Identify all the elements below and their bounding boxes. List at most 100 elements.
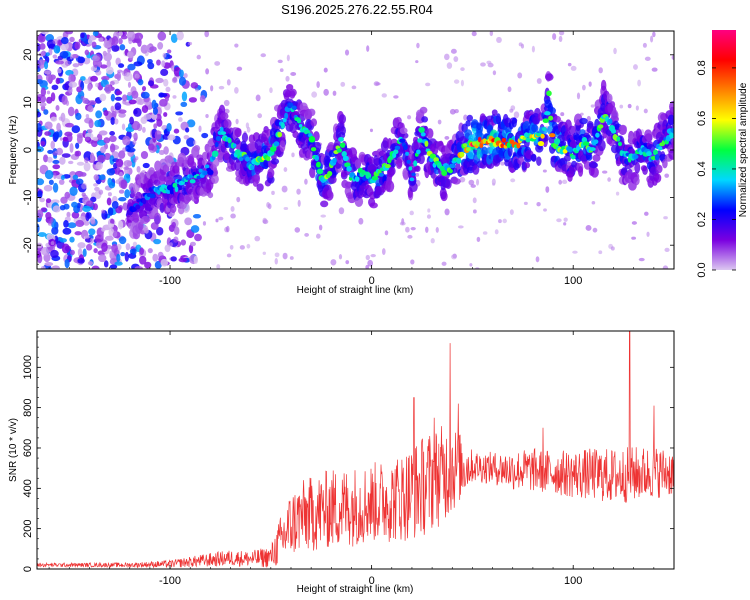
spectrogram-cell bbox=[184, 217, 193, 226]
spectrogram-cell bbox=[655, 164, 663, 174]
spectrogram-cell bbox=[67, 222, 77, 229]
spectrogram-cell bbox=[425, 82, 431, 87]
spectrogram-cell bbox=[260, 53, 267, 58]
spectrogram-cell bbox=[664, 247, 670, 253]
spectrogram-cell bbox=[340, 81, 346, 87]
spectrogram-cell bbox=[444, 53, 450, 61]
spectrogram-cell bbox=[556, 218, 562, 223]
spectrogram-cell bbox=[482, 231, 488, 235]
spectrogram-cell bbox=[69, 143, 74, 153]
spectrogram-cell bbox=[56, 122, 61, 132]
spectrogram-cell bbox=[220, 131, 227, 136]
spectrogram-cell bbox=[592, 154, 601, 162]
spectrogram-cell bbox=[460, 79, 464, 87]
spectrogram-cell bbox=[132, 241, 138, 248]
spectrogram-cell bbox=[492, 182, 496, 186]
spectrogram-cell bbox=[215, 218, 219, 223]
spectrogram-cell bbox=[220, 112, 229, 120]
spectrogram-cell bbox=[380, 140, 389, 152]
spectrogram-cell bbox=[262, 219, 269, 225]
spectrogram-cell bbox=[171, 221, 176, 228]
spectrogram-cell bbox=[330, 259, 337, 266]
spectrogram-cell bbox=[323, 88, 329, 96]
spectrogram-cell bbox=[586, 121, 594, 129]
spectrogram-cell bbox=[53, 131, 60, 140]
spectrogram-cell bbox=[631, 236, 637, 240]
spectrogram-cell bbox=[223, 119, 232, 129]
spectrogram-cell bbox=[163, 112, 168, 117]
spectrogram-cell bbox=[414, 165, 421, 172]
spectrogram-cells bbox=[37, 31, 674, 269]
spectrogram-cell bbox=[156, 189, 161, 195]
spectrogram-cell bbox=[137, 78, 144, 86]
spectrogram-cell bbox=[95, 110, 103, 119]
spectrogram-cell bbox=[115, 57, 121, 66]
spectrogram-cell bbox=[280, 122, 285, 129]
spectrogram-cell bbox=[85, 243, 93, 251]
spectrogram-cell bbox=[44, 131, 52, 136]
spectrogram-cell bbox=[282, 252, 288, 260]
spectrogram-cell bbox=[118, 197, 127, 202]
spectrogram-cell bbox=[651, 67, 658, 72]
x-tick-label: 0 bbox=[369, 275, 375, 287]
spectrogram-cell bbox=[427, 208, 431, 213]
spectrogram-cell bbox=[523, 201, 528, 205]
spectrogram-cell bbox=[254, 172, 261, 185]
spectrogram-cell bbox=[155, 77, 164, 84]
spectrogram-cell bbox=[589, 162, 599, 169]
spectrogram-cell bbox=[297, 199, 301, 207]
spectrogram-cell bbox=[456, 158, 462, 164]
spectrogram-cell bbox=[71, 211, 80, 219]
spectrogram-cell bbox=[115, 158, 124, 168]
spectrogram-cell bbox=[104, 84, 112, 94]
spectrogram-cell bbox=[101, 75, 110, 81]
spectrogram-cell bbox=[281, 185, 288, 193]
spectrogram-cell bbox=[109, 250, 114, 259]
snr-frame bbox=[36, 330, 675, 570]
spectrogram-cell bbox=[90, 139, 98, 148]
spectrogram-cell bbox=[40, 246, 50, 256]
spectrogram-cell bbox=[561, 145, 567, 150]
spectrogram-cell bbox=[186, 137, 196, 147]
spectrogram-cell bbox=[90, 196, 97, 203]
spectrogram-cell bbox=[72, 174, 79, 180]
spectrogram-cell bbox=[277, 131, 283, 138]
spectrogram-cell bbox=[40, 105, 46, 112]
spectrogram-cell bbox=[122, 147, 127, 153]
spectrogram-cell bbox=[143, 113, 152, 120]
spectrogram-cell bbox=[316, 161, 321, 168]
spectrogram-cell bbox=[173, 226, 180, 236]
colorbar-tick-label: 0.2 bbox=[696, 212, 708, 227]
spectrogram-cell bbox=[77, 257, 85, 264]
spectrogram-cell bbox=[652, 31, 656, 38]
spectrogram-cell bbox=[85, 200, 94, 208]
y-tick-label: 600 bbox=[22, 439, 34, 457]
spectrogram-cell bbox=[119, 44, 126, 51]
spectrogram-cell bbox=[65, 100, 70, 107]
spectrogram-cell bbox=[658, 146, 663, 151]
spectrogram-cell bbox=[444, 135, 450, 140]
colorbar-tick-label: 0.4 bbox=[696, 161, 708, 176]
spectrogram-cell bbox=[53, 172, 57, 180]
spectrogram-cell bbox=[610, 109, 619, 122]
spectrogram-cell bbox=[338, 131, 346, 139]
spectrogram-cell bbox=[147, 62, 155, 70]
spectrogram-cell bbox=[114, 102, 122, 111]
spectrogram-cell bbox=[156, 59, 161, 66]
spectrogram-cell bbox=[270, 158, 280, 165]
spectrogram-cell bbox=[425, 226, 429, 233]
spectrogram-cell bbox=[63, 220, 69, 228]
spectrogram-cell bbox=[408, 166, 413, 171]
spectrogram-cell bbox=[83, 78, 90, 85]
spectrogram-cell bbox=[669, 132, 674, 139]
spectrogram-cell bbox=[486, 60, 492, 65]
spectrogram-cell bbox=[69, 53, 73, 60]
spectrogram-cell bbox=[93, 174, 99, 181]
spectrogram-cell bbox=[544, 111, 551, 116]
spectrogram-cell bbox=[502, 218, 507, 224]
spectrogram-cell bbox=[501, 137, 507, 143]
spectrogram-x-label: Height of straight line (km) bbox=[297, 285, 414, 296]
spectrogram-cell bbox=[37, 96, 41, 102]
spectrogram-cell bbox=[510, 178, 516, 183]
spectrogram-cell bbox=[591, 200, 596, 205]
